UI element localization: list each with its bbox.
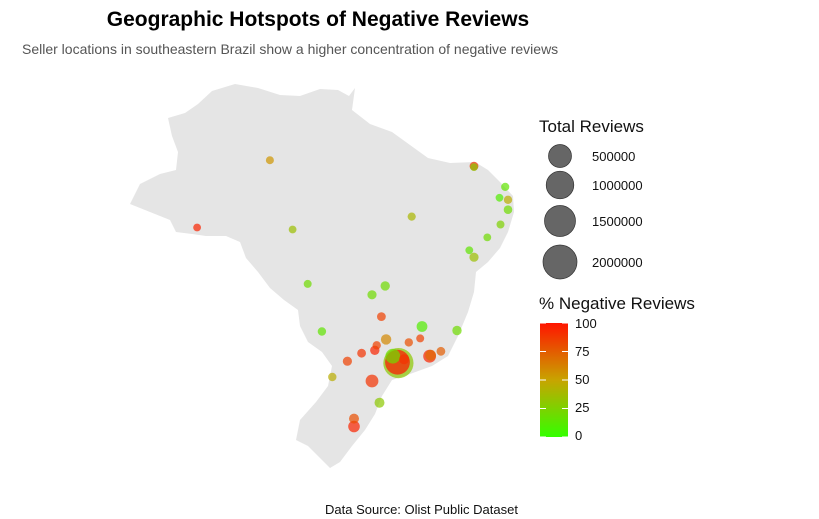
seller-location-point [342,356,352,366]
seller-location-point [495,193,504,202]
chart-title: Geographic Hotspots of Negative Reviews [106,8,530,31]
color-legend-ticks [540,322,568,438]
seller-location-point [385,348,401,364]
seller-location-point [377,312,386,321]
seller-location-point [380,334,392,345]
seller-location-point [496,220,505,229]
size-legend-title: Total Reviews [539,117,644,136]
color-legend-label: 75 [575,344,590,359]
seller-location-point [425,349,436,361]
color-legend-label: 50 [575,372,590,387]
points-layer [193,156,513,433]
size-legend-key [544,205,576,237]
seller-location-point [399,354,410,365]
seller-location-point [328,372,337,382]
seller-location-point [416,321,428,332]
size-legend-label: 1000000 [592,178,643,193]
seller-location-point [372,341,381,350]
size-legend-key [548,144,572,168]
seller-location-point [501,182,510,191]
seller-location-point [348,420,360,433]
color-legend-label: 100 [575,316,597,331]
seller-location-point [380,281,390,291]
seller-location-point [436,346,446,356]
brazil-basemap [130,84,514,468]
size-legend-key [545,170,575,200]
seller-location-point [374,397,385,408]
seller-location-point [483,233,492,242]
size-legend-key [542,244,578,280]
size-legend-label: 2000000 [592,255,643,270]
chart-subtitle: Seller locations in southeastern Brazil … [22,41,559,57]
seller-location-point [465,246,474,255]
seller-location-point [469,252,479,262]
chart-caption: Data Source: Olist Public Dataset [325,502,518,517]
seller-location-point [407,212,416,221]
legend [540,144,578,438]
size-legend-label: 500000 [592,149,636,164]
seller-location-point [288,225,297,234]
seller-location-point [303,279,312,288]
seller-location-point [367,290,377,300]
color-legend-label: 25 [575,400,590,415]
color-legend-title: % Negative Reviews [539,294,695,313]
color-legend-label: 0 [575,428,583,443]
size-legend-label: 1500000 [592,214,643,229]
seller-location-point [357,348,366,358]
seller-location-point [317,327,327,336]
seller-location-point [404,338,413,347]
seller-location-point [349,413,359,424]
seller-location-point [452,325,462,336]
seller-location-point [416,334,425,343]
seller-location-point [503,205,513,214]
seller-location-point [365,374,379,388]
seller-location-point [470,163,478,172]
seller-location-point [265,156,274,165]
seller-location-point [503,195,513,204]
size-legend-keys [542,144,578,280]
seller-location-point [193,223,202,232]
